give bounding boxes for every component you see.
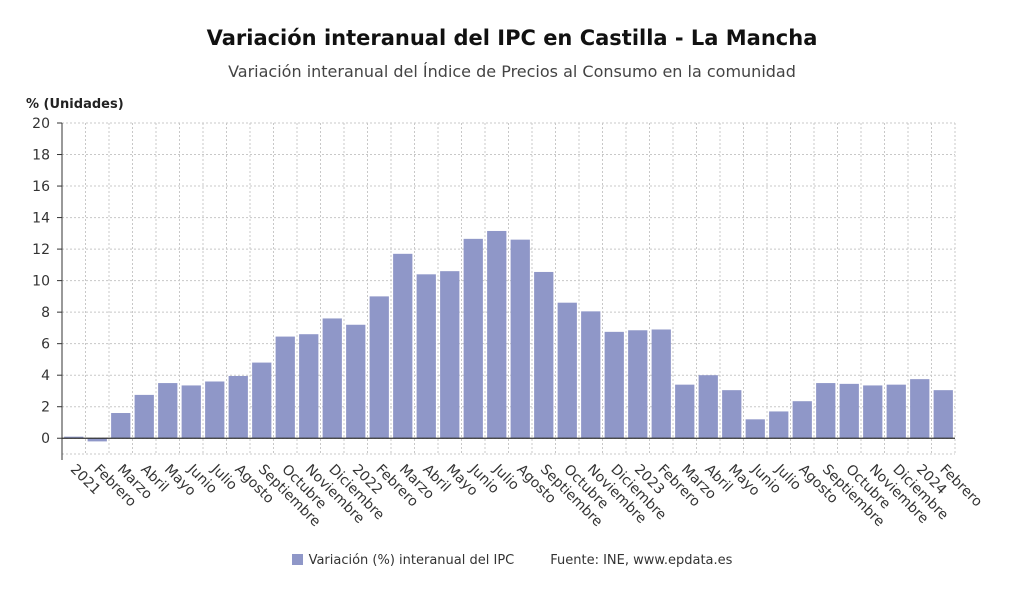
bar [181, 385, 201, 439]
bar [816, 383, 836, 439]
y-tick-label: 10 [32, 274, 50, 290]
bar [769, 411, 789, 439]
bars [64, 230, 953, 442]
y-axis-label: % (Unidades) [26, 97, 124, 112]
bar [651, 329, 671, 439]
bar [722, 390, 742, 439]
bar [299, 334, 319, 439]
bar [205, 381, 225, 439]
legend-swatch [291, 554, 303, 565]
y-tick-label: 2 [41, 400, 50, 416]
bar [228, 375, 248, 439]
bar [792, 401, 812, 439]
bar [863, 385, 883, 439]
bar [369, 296, 389, 439]
bar [322, 318, 342, 439]
bar [839, 383, 859, 439]
bar [534, 271, 554, 439]
legend-series-label: Variación (%) interanual del IPC [308, 553, 515, 568]
legend: Variación (%) interanual del IPC Fuente: … [0, 553, 1024, 568]
bar [87, 438, 107, 442]
bar [910, 379, 930, 439]
chart-subtitle: Variación interanual del Índice de Preci… [228, 62, 796, 81]
axes [57, 122, 955, 460]
y-tick-label: 4 [41, 368, 50, 384]
source-note: Fuente: INE, www.epdata.es [550, 553, 733, 568]
bar [463, 238, 483, 439]
y-tick-label: 16 [32, 179, 50, 195]
bar [886, 384, 906, 439]
bar [933, 390, 953, 439]
y-tick-label: 12 [32, 242, 50, 258]
bar [252, 362, 272, 439]
bar [628, 330, 648, 439]
bar [604, 331, 624, 439]
y-tick-label: 0 [41, 431, 50, 447]
bar [158, 383, 178, 439]
bar [393, 253, 413, 439]
bar [64, 436, 84, 439]
bar [745, 419, 765, 439]
bar [346, 324, 366, 439]
chart-title: Variación interanual del IPC en Castilla… [206, 26, 818, 50]
bar [440, 271, 460, 439]
bar [581, 311, 601, 439]
bar [698, 375, 718, 439]
bar [275, 336, 295, 439]
y-tick-label: 14 [32, 211, 50, 227]
bar [487, 230, 507, 439]
bar [416, 274, 436, 439]
y-tick-label: 8 [41, 305, 50, 321]
y-tick-label: 18 [32, 148, 50, 164]
bar [134, 394, 154, 439]
bar [557, 302, 577, 439]
y-tick-label: 6 [41, 337, 50, 353]
bar [111, 413, 131, 439]
bar [675, 384, 695, 439]
y-tick-label: 20 [32, 116, 50, 132]
bar [510, 239, 530, 439]
